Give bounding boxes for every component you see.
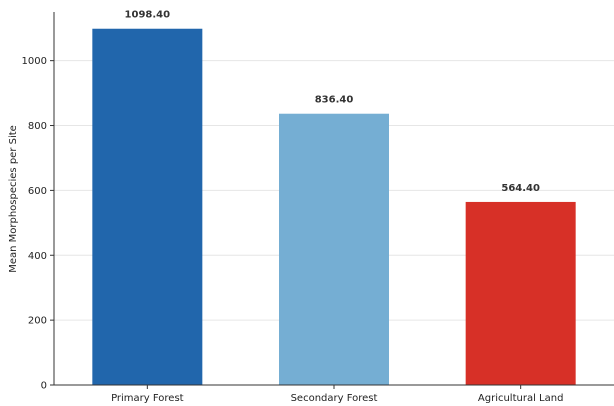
bar-value-label: 1098.40 — [125, 10, 171, 21]
bars — [92, 28, 576, 385]
bar — [92, 28, 203, 385]
y-tick-label: 600 — [28, 186, 47, 197]
bar — [279, 113, 389, 385]
data-labels: 1098.40 836.40 564.40 — [125, 10, 540, 194]
bar — [465, 201, 576, 385]
x-ticks: Primary Forest Secondary Forest Agricultur… — [111, 385, 563, 404]
y-ticks: 0 200 400 600 800 1000 — [22, 56, 54, 392]
y-tick-label: 1000 — [22, 56, 47, 67]
y-tick-label: 400 — [28, 251, 47, 262]
x-tick-label: Agricultural Land — [478, 393, 564, 404]
y-axis-title: Mean Morphospecies per Site — [8, 125, 19, 273]
y-tick-label: 0 — [41, 381, 47, 392]
bar-value-label: 564.40 — [501, 183, 540, 194]
bar-value-label: 836.40 — [315, 95, 354, 106]
x-tick-label: Primary Forest — [111, 393, 184, 404]
y-tick-label: 800 — [28, 121, 47, 132]
y-tick-label: 200 — [28, 316, 47, 327]
x-tick-label: Secondary Forest — [291, 393, 378, 404]
